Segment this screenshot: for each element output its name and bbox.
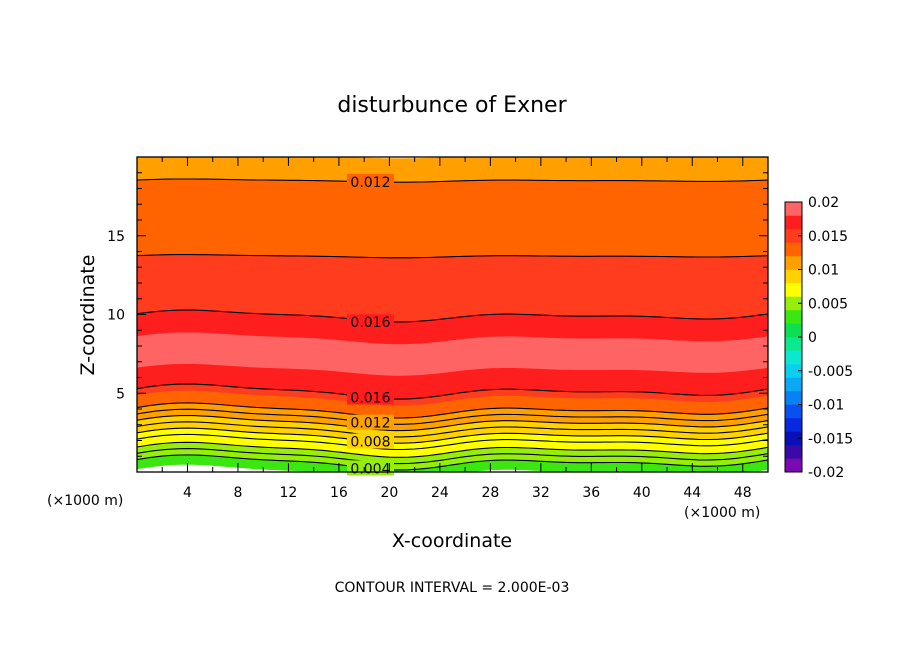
- contour-label-bg: [346, 314, 394, 330]
- contour-label: 0.008: [350, 435, 390, 451]
- contour-label: 0.004: [350, 461, 390, 477]
- contour-line: [137, 254, 768, 259]
- colorbar-tick-label: -0.01: [808, 398, 844, 414]
- contour-interval-note: CONTOUR INTERVAL = 2.000E-03: [335, 580, 570, 596]
- contour-band: [137, 178, 768, 219]
- contour-label-bg: [346, 414, 394, 430]
- y-tick-label: 15: [107, 229, 125, 245]
- x-tick-label: 12: [280, 485, 298, 501]
- colorbar-tick-label: -0.02: [808, 465, 844, 481]
- contour-label-bg: [346, 433, 394, 449]
- y-tick-label: 5: [116, 386, 125, 402]
- colorbar-tick-label: 0.005: [808, 296, 848, 312]
- y-axis-ticks: 5 10 15: [107, 172, 768, 457]
- x-tick-label: 44: [683, 485, 701, 501]
- colorbar-tick-label: 0: [808, 330, 817, 346]
- x-unit-right: (×1000 m): [684, 505, 760, 521]
- x-tick-label: 8: [233, 485, 242, 501]
- contour-line: [137, 402, 768, 419]
- colorbar-swatch: [784, 336, 803, 351]
- contour-band: [137, 157, 768, 183]
- colorbar-swatch: [784, 309, 803, 324]
- colorbar-swatch: [784, 255, 803, 270]
- colorbar-swatch: [784, 242, 803, 257]
- contour-lines: [137, 178, 768, 471]
- colorbar-swatch: [784, 417, 803, 432]
- y-axis-label: Z-coordinate: [77, 255, 99, 376]
- contour-line: [137, 421, 768, 438]
- contour-line: [137, 408, 768, 425]
- colorbar-tick-labels: 0.02 0.015 0.01 0.005 0 -0.005 -0.01 -0.015 -0.0…: [798, 195, 853, 481]
- plot-area: [137, 157, 768, 472]
- colorbar-swatch: [784, 215, 803, 230]
- contour-band: [137, 214, 768, 259]
- contour-line: [137, 309, 768, 323]
- x-axis-label: X-coordinate: [392, 530, 512, 552]
- colorbar-swatch: [784, 323, 803, 338]
- x-tick-label: 32: [532, 485, 550, 501]
- colorbar-swatch: [784, 444, 803, 459]
- contour-line: [137, 433, 768, 451]
- colorbar-swatch: [784, 269, 803, 284]
- colorbar-tick-label: 0.02: [808, 195, 839, 211]
- colorbar-swatch: [784, 201, 803, 216]
- chart-title: disturbunce of Exner: [337, 93, 567, 118]
- x-tick-label: 20: [380, 485, 398, 501]
- colorbar-tick-label: 0.015: [808, 229, 848, 245]
- colorbar-tick-label: 0.01: [808, 263, 839, 279]
- contour-labels: 0.004 0.008 0.012 0.016 0.016 0.012: [346, 173, 394, 477]
- colorbar-swatch: [784, 282, 803, 297]
- x-tick-label: 4: [183, 485, 192, 501]
- x-tick-label: 28: [481, 485, 499, 501]
- colorbar-tick-label: -0.015: [808, 431, 853, 447]
- colorbar-tick-label: -0.005: [808, 364, 853, 380]
- x-unit-left: (×1000 m): [47, 493, 123, 509]
- x-tick-label: 24: [431, 485, 449, 501]
- x-axis-ticks: 4 8 12 16 20 24 28 32 36 40 44 48: [161, 157, 752, 501]
- contour-label: 0.016: [350, 315, 390, 331]
- x-tick-label: 40: [633, 485, 651, 501]
- colorbar-swatch: [784, 458, 803, 473]
- x-tick-label: 36: [582, 485, 600, 501]
- y-tick-label: 10: [107, 308, 125, 324]
- contour-line: [137, 448, 768, 465]
- filled-bands: [137, 157, 768, 472]
- colorbar-swatch: [784, 350, 803, 365]
- x-tick-label: 48: [734, 485, 752, 501]
- contour-line: [137, 383, 768, 400]
- contour-label: 0.012: [350, 416, 390, 432]
- contour-line: [137, 454, 768, 471]
- contour-line: [137, 441, 768, 458]
- contour-line: [137, 414, 768, 432]
- contour-label: 0.012: [350, 175, 390, 191]
- colorbar-swatch: [784, 404, 803, 419]
- colorbar-swatch: [784, 377, 803, 392]
- contour-label-bg: [346, 173, 394, 189]
- x-tick-label: 16: [330, 485, 348, 501]
- contour-label: 0.016: [350, 390, 390, 406]
- colorbar-swatch: [784, 390, 803, 405]
- contour-line: [137, 427, 768, 444]
- contour-label-bg: [346, 389, 394, 405]
- contour-band: [137, 254, 768, 285]
- colorbar: [784, 201, 803, 473]
- contour-line: [137, 178, 768, 183]
